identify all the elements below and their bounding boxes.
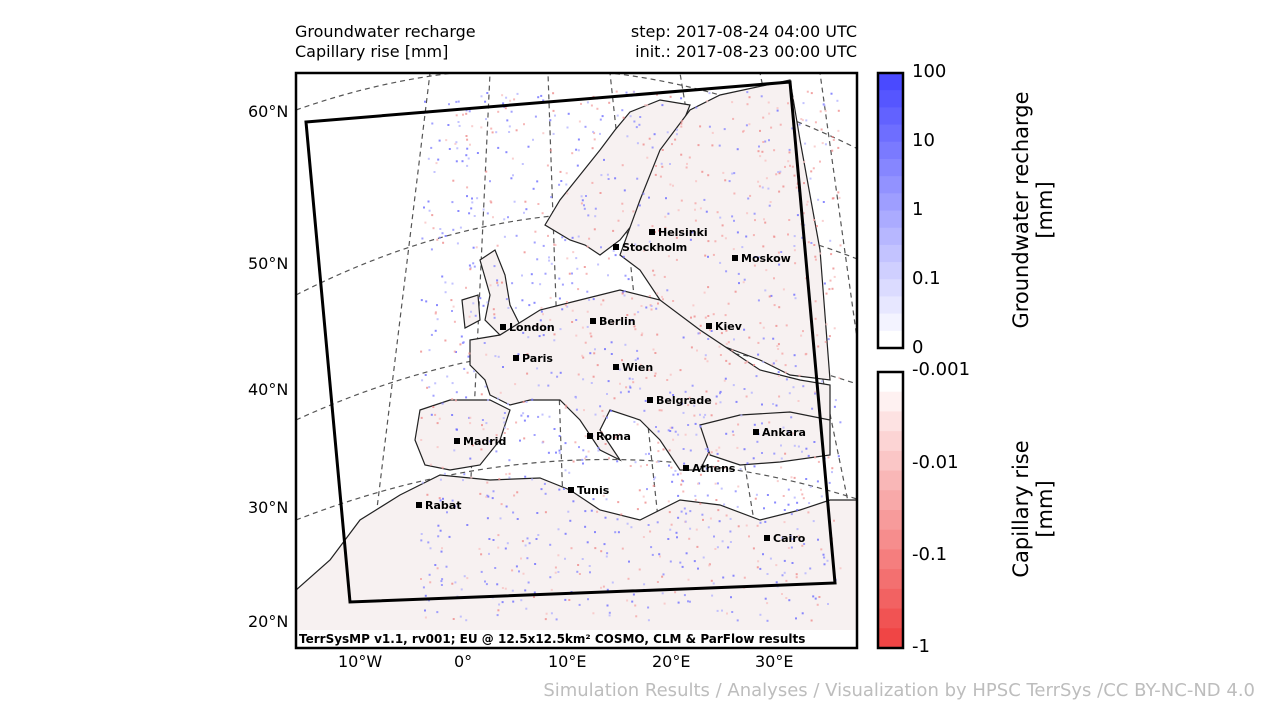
- city-label-berlin: Berlin: [599, 315, 636, 328]
- city-label-tunis: Tunis: [577, 484, 610, 497]
- init-time: init.: 2017-08-23 00:00 UTC: [635, 42, 857, 61]
- recharge-axis-label: Groundwater recharge [mm]: [1009, 91, 1057, 329]
- city-label-kiev: Kiev: [715, 320, 743, 333]
- footer-strip: [296, 630, 857, 648]
- map-title: Groundwater recharge: [295, 22, 476, 41]
- recharge-tick-100: 100: [912, 61, 947, 82]
- lon-label-20e: 20°E: [652, 652, 691, 671]
- recharge-tick-10: 10: [912, 130, 935, 151]
- city-markers: Helsinki Stockholm Moskow London Berlin Kiev P…: [416, 226, 806, 545]
- capillary-colorbar-frame: [876, 370, 905, 650]
- recharge-colorbar-frame: [876, 71, 905, 350]
- credit-line: Simulation Results / Analyses / Visualiz…: [543, 680, 1255, 701]
- city-marker-helsinki: [649, 229, 655, 235]
- model-footer: TerrSysMP v1.1, rv001; EU @ 12.5x12.5km²…: [299, 632, 805, 646]
- capillary-axis-label: Capillary rise [mm]: [1009, 440, 1057, 578]
- capillary-tick-0-1: -0.1: [912, 544, 948, 565]
- step-time: step: 2017-08-24 04:00 UTC: [630, 22, 857, 41]
- city-marker-berlin: [590, 318, 596, 324]
- city-marker-paris: [513, 355, 519, 361]
- city-marker-wien: [613, 364, 619, 370]
- map-subtitle: Capillary rise [mm]: [295, 42, 449, 61]
- capillary-tick-0-001: -0.001: [912, 359, 971, 380]
- city-marker-belgrade: [647, 397, 653, 403]
- city-label-cairo: Cairo: [773, 532, 806, 545]
- lat-label-40n: 40°N: [248, 380, 289, 399]
- city-label-moskow: Moskow: [741, 252, 791, 265]
- city-label-roma: Roma: [596, 430, 631, 443]
- city-marker-moskow: [732, 255, 738, 261]
- recharge-tick-1: 1: [912, 199, 924, 220]
- city-marker-athens: [683, 465, 689, 471]
- lat-label-20n: 20°N: [248, 612, 289, 631]
- city-marker-madrid: [454, 438, 460, 444]
- lat-label-30n: 30°N: [248, 498, 289, 517]
- city-marker-tunis: [568, 487, 574, 493]
- city-label-london: London: [509, 321, 555, 334]
- domain-boundary: [304, 80, 837, 604]
- city-label-rabat: Rabat: [425, 499, 461, 512]
- lon-label-10e: 10°E: [548, 652, 587, 671]
- city-marker-rabat: [416, 502, 422, 508]
- city-marker-roma: [587, 433, 593, 439]
- map-frame: [294, 71, 859, 650]
- city-label-wien: Wien: [622, 361, 653, 374]
- city-label-helsinki: Helsinki: [658, 226, 708, 239]
- city-marker-stockholm: [613, 244, 619, 250]
- city-label-stockholm: Stockholm: [622, 241, 687, 254]
- lon-label-10w: 10°W: [338, 652, 383, 671]
- capillary-tick-1: -1: [912, 636, 930, 657]
- lat-label-50n: 50°N: [248, 254, 289, 273]
- lat-label-60n: 60°N: [248, 102, 289, 121]
- city-label-paris: Paris: [522, 352, 553, 365]
- city-marker-kiev: [706, 323, 712, 329]
- city-label-belgrade: Belgrade: [656, 394, 712, 407]
- city-marker-cairo: [764, 535, 770, 541]
- capillary-tick-0-01: -0.01: [912, 452, 959, 473]
- city-marker-london: [500, 324, 506, 330]
- city-label-ankara: Ankara: [762, 426, 806, 439]
- city-label-madrid: Madrid: [463, 435, 506, 448]
- city-marker-ankara: [753, 429, 759, 435]
- recharge-tick-0: 0: [912, 337, 924, 358]
- city-label-athens: Athens: [692, 462, 736, 475]
- lon-label-30e: 30°E: [755, 652, 794, 671]
- lon-label-0: 0°: [454, 652, 473, 671]
- recharge-tick-0-1: 0.1: [912, 268, 941, 289]
